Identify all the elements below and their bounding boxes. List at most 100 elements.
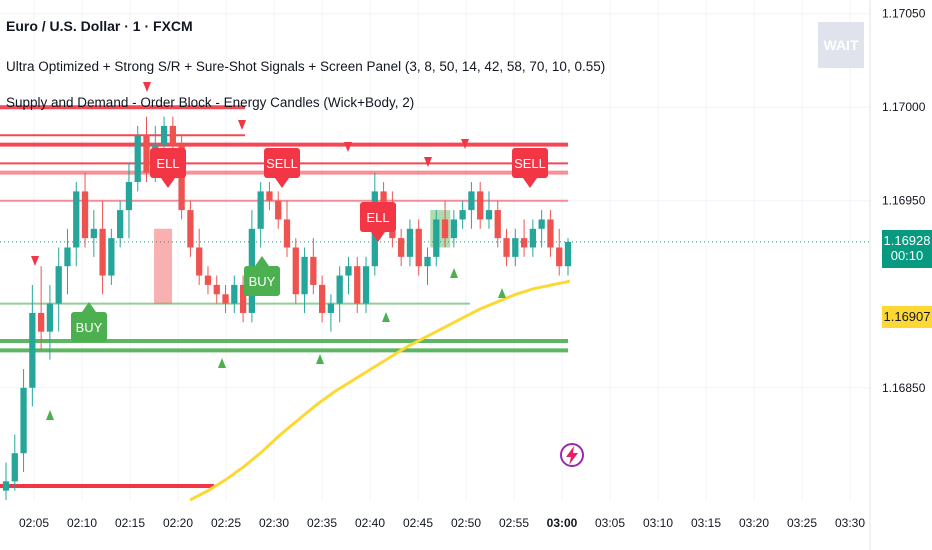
candle-body xyxy=(231,284,238,304)
x-tick-label: 03:20 xyxy=(739,516,769,530)
candle-body xyxy=(160,125,168,145)
buy-signal-label xyxy=(71,312,107,342)
moving-average-line xyxy=(189,279,571,502)
up-arrow-marker xyxy=(218,358,226,368)
candle-body xyxy=(108,238,115,276)
candle-body xyxy=(345,266,352,276)
x-tick-label: 02:05 xyxy=(19,516,49,530)
down-arrow-marker xyxy=(424,157,432,167)
candle-body xyxy=(64,247,71,267)
candle-body xyxy=(29,312,36,388)
x-tick-label: 03:05 xyxy=(595,516,625,530)
down-arrow-marker xyxy=(31,256,39,266)
buy-signal-pointer xyxy=(255,256,269,266)
x-tick-label: 02:55 xyxy=(499,516,529,530)
sell-signal-text: ELL xyxy=(156,156,179,171)
candle-body xyxy=(143,135,150,173)
down-arrow-marker xyxy=(143,82,151,92)
indicator-label-ultra-optimized[interactable]: Ultra Optimized + Strong S/R + Sure-Shot… xyxy=(6,59,606,74)
y-tick-label: 1.17050 xyxy=(882,7,926,21)
sell-signal-label xyxy=(150,148,186,178)
candle-body xyxy=(222,294,229,304)
candle-body xyxy=(169,125,176,145)
candle-body xyxy=(468,191,475,211)
candle-body xyxy=(503,238,510,257)
candle-body xyxy=(485,210,493,220)
sell-signal-text: SELL xyxy=(266,156,298,171)
candle-body xyxy=(477,191,484,220)
candle-body xyxy=(354,266,361,304)
up-arrow-marker xyxy=(382,312,390,322)
down-arrow-marker xyxy=(344,142,352,152)
candle-body xyxy=(494,210,501,239)
y-tick-label: 1.16950 xyxy=(882,194,926,208)
candle-body xyxy=(406,228,414,257)
candle-body xyxy=(450,219,457,239)
indicator-label-supply-demand[interactable]: Supply and Demand - Order Block - Energy… xyxy=(6,95,415,110)
candle-body xyxy=(196,247,203,276)
x-tick-label: 02:10 xyxy=(67,516,97,530)
sell-signal-text: SELL xyxy=(514,156,546,171)
x-tick-label: 02:20 xyxy=(163,516,193,530)
up-arrow-marker xyxy=(450,268,458,278)
candle-body xyxy=(556,247,563,267)
candle-body xyxy=(239,284,247,313)
candle-body xyxy=(187,210,194,248)
candle-body xyxy=(459,210,466,220)
candle-body xyxy=(327,303,335,313)
y-tick-label: 1.16850 xyxy=(882,381,926,395)
candle-body xyxy=(283,219,291,248)
candle-body xyxy=(520,238,528,248)
candle-body xyxy=(257,191,264,229)
up-arrow-marker xyxy=(316,354,324,364)
candle-body xyxy=(37,312,45,332)
candle-body xyxy=(20,387,27,454)
candle-body xyxy=(46,303,54,332)
candle-body xyxy=(55,266,62,304)
x-tick-label: 02:50 xyxy=(451,516,481,530)
candle-body xyxy=(310,256,317,285)
candle-body xyxy=(73,191,80,248)
x-tick-label: 03:00 xyxy=(547,516,578,530)
sell-signal-text: ELL xyxy=(366,210,389,225)
symbol-title[interactable]: Euro / U.S. Dollar · 1 · FXCM xyxy=(6,18,193,34)
x-tick-label: 03:30 xyxy=(835,516,865,530)
candle-body xyxy=(380,191,387,211)
candle-body xyxy=(538,219,545,229)
last-price-value: 1.16928 xyxy=(883,233,931,248)
candle-body xyxy=(362,266,370,304)
sell-signal-pointer xyxy=(161,178,175,188)
candle-body xyxy=(2,481,10,491)
candle-body xyxy=(398,238,405,257)
candle-body xyxy=(301,256,308,295)
x-tick-label: 03:10 xyxy=(643,516,673,530)
buy-signal-pointer xyxy=(82,302,96,312)
candle-body xyxy=(292,247,299,295)
candle-body xyxy=(318,284,326,313)
supply-zone-box xyxy=(154,228,173,304)
x-tick-label: 02:40 xyxy=(355,516,385,530)
buy-signal-text: BUY xyxy=(76,320,103,335)
last-price-tag: 1.16928 00:10 xyxy=(882,230,932,268)
y-tick-label: 1.17000 xyxy=(882,100,926,114)
signal-status-panel: WAIT xyxy=(818,22,864,68)
down-arrow-marker xyxy=(238,120,246,130)
candle-body xyxy=(547,219,554,248)
ma-price-tag: 1.16907 xyxy=(882,306,932,328)
candle-body xyxy=(512,238,519,257)
candle-body xyxy=(433,219,440,257)
sell-signal-pointer xyxy=(371,232,385,242)
up-arrow-marker xyxy=(46,410,54,420)
candle-body xyxy=(336,275,343,304)
x-tick-label: 03:15 xyxy=(691,516,721,530)
x-tick-label: 02:15 xyxy=(115,516,145,530)
x-tick-label: 02:35 xyxy=(307,516,337,530)
candle-body xyxy=(213,284,220,295)
sell-signal-label xyxy=(264,148,300,178)
candle-body xyxy=(99,228,106,276)
candle-body xyxy=(266,191,273,201)
sell-signal-label xyxy=(360,202,396,232)
sell-signal-label xyxy=(512,148,548,178)
